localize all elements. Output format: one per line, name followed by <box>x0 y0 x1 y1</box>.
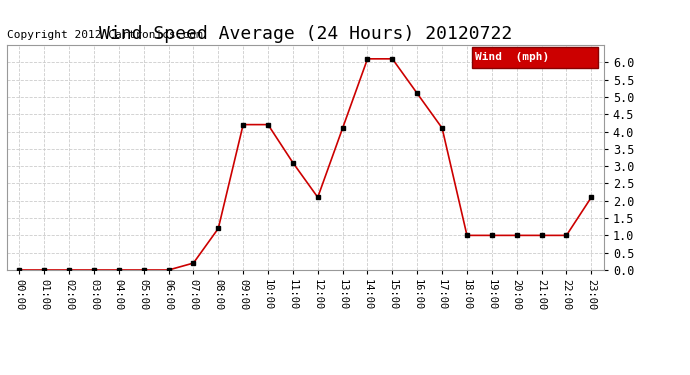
Title: Wind Speed Average (24 Hours) 20120722: Wind Speed Average (24 Hours) 20120722 <box>99 26 512 44</box>
FancyBboxPatch shape <box>473 47 598 68</box>
Text: Copyright 2012 Cartronics.com: Copyright 2012 Cartronics.com <box>7 30 203 40</box>
Text: Wind  (mph): Wind (mph) <box>475 53 550 62</box>
